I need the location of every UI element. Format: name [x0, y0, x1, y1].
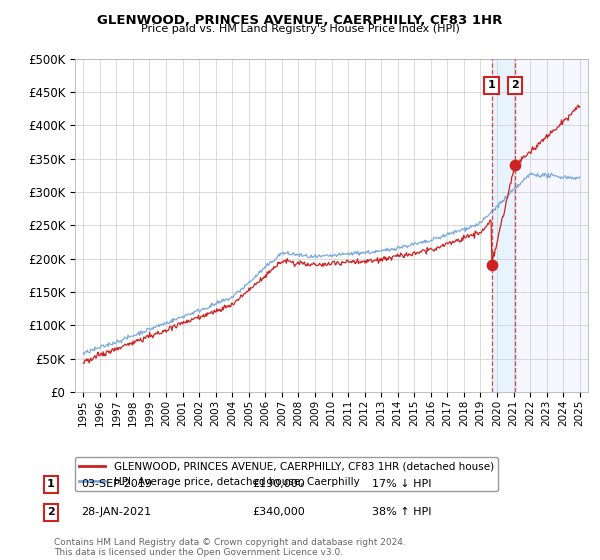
- Legend: GLENWOOD, PRINCES AVENUE, CAERPHILLY, CF83 1HR (detached house), HPI: Average pr: GLENWOOD, PRINCES AVENUE, CAERPHILLY, CF…: [75, 457, 498, 491]
- Text: 28-JAN-2021: 28-JAN-2021: [81, 507, 151, 517]
- Text: 2: 2: [47, 507, 55, 517]
- Text: GLENWOOD, PRINCES AVENUE, CAERPHILLY, CF83 1HR: GLENWOOD, PRINCES AVENUE, CAERPHILLY, CF…: [97, 14, 503, 27]
- Text: 03-SEP-2019: 03-SEP-2019: [81, 479, 152, 489]
- Text: £340,000: £340,000: [252, 507, 305, 517]
- Bar: [491, 59, 515, 392]
- Text: 17% ↓ HPI: 17% ↓ HPI: [372, 479, 431, 489]
- Text: Contains HM Land Registry data © Crown copyright and database right 2024.
This d: Contains HM Land Registry data © Crown c…: [54, 538, 406, 557]
- Point: [487, 261, 496, 270]
- Text: 38% ↑ HPI: 38% ↑ HPI: [372, 507, 431, 517]
- Text: 1: 1: [47, 479, 55, 489]
- Text: 2: 2: [511, 81, 519, 91]
- Text: Price paid vs. HM Land Registry's House Price Index (HPI): Price paid vs. HM Land Registry's House …: [140, 24, 460, 34]
- Bar: [515, 59, 588, 392]
- Point: [510, 161, 520, 170]
- Text: £190,000: £190,000: [252, 479, 305, 489]
- Text: 1: 1: [488, 81, 496, 91]
